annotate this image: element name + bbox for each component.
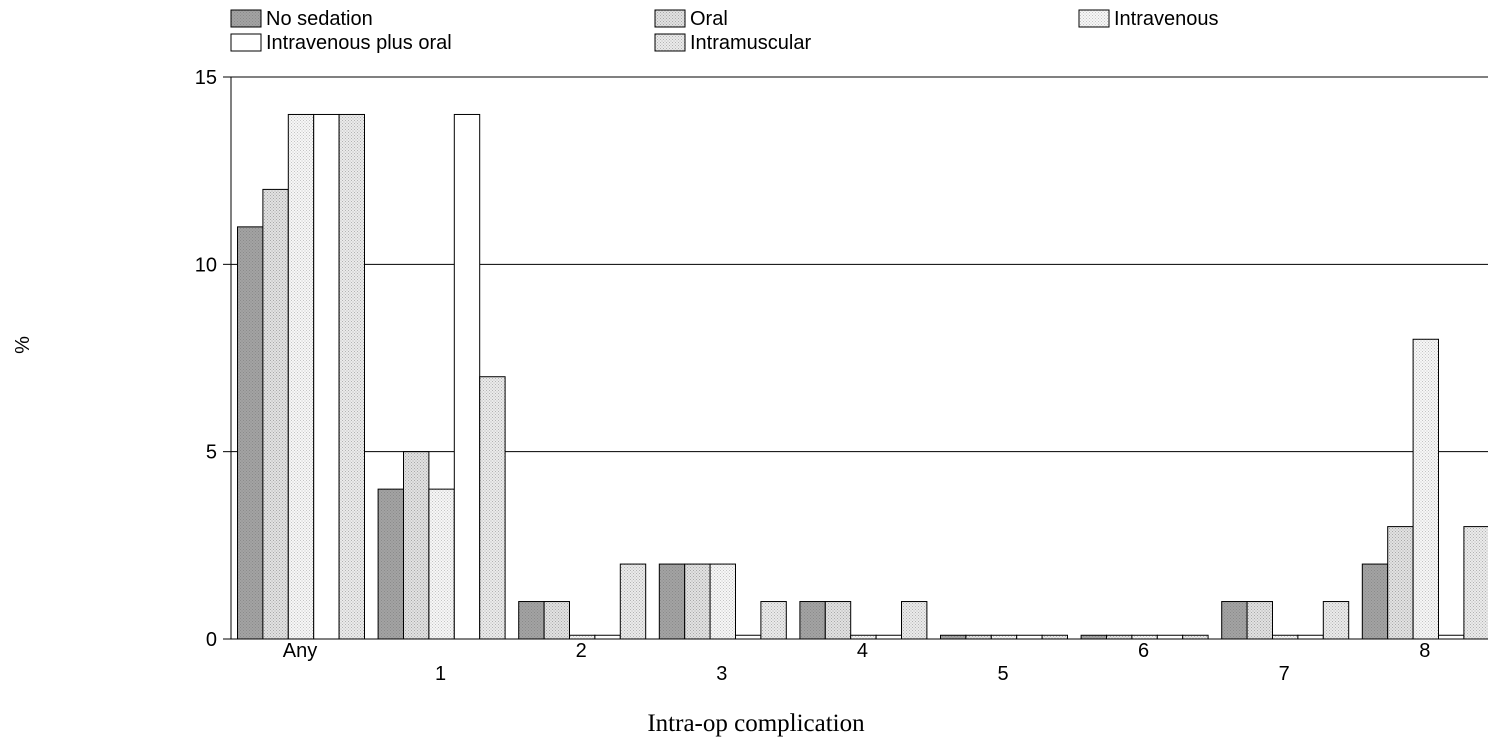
bar-intramuscular-4 — [902, 602, 927, 639]
bar-oral-7 — [1247, 602, 1272, 639]
y-axis-label: % — [12, 336, 34, 354]
bar-no-sedation-6 — [1081, 635, 1106, 639]
bar-no-sedation-1 — [378, 489, 403, 639]
bar-oral-2 — [544, 602, 569, 639]
bar-intravenous-any — [288, 114, 313, 639]
x-tick-label: 2 — [576, 640, 587, 662]
bar-intravenous-3 — [710, 564, 735, 639]
bar-oral-1 — [404, 452, 429, 639]
y-tick-label: 15 — [195, 67, 217, 89]
legend-swatch — [655, 34, 685, 51]
bar-intravenous-plus-oral-8 — [1439, 635, 1464, 639]
bar-intravenous-plus-oral-2 — [595, 635, 620, 639]
bar-intramuscular-1 — [480, 377, 505, 639]
bar-intravenous-8 — [1413, 339, 1438, 639]
bar-intravenous-6 — [1132, 635, 1157, 639]
x-tick-label: 3 — [716, 663, 727, 685]
y-tick-label: 0 — [206, 629, 217, 651]
bar-no-sedation-2 — [519, 602, 544, 639]
y-tick-label: 10 — [195, 254, 217, 276]
bar-intramuscular-5 — [1042, 635, 1067, 639]
bar-oral-4 — [825, 602, 850, 639]
legend-label: Intravenous — [1114, 8, 1219, 30]
y-tick-label: 5 — [206, 442, 217, 464]
bar-no-sedation-8 — [1362, 564, 1387, 639]
bar-oral-5 — [966, 635, 991, 639]
legend-label: Intramuscular — [690, 32, 811, 54]
bar-no-sedation-any — [238, 227, 263, 639]
x-tick-labels: Any 1 2 3 4 5 6 7 8 — [283, 640, 1431, 685]
legend-label: Oral — [690, 8, 728, 30]
bar-intramuscular-2 — [620, 564, 645, 639]
bar-no-sedation-7 — [1222, 602, 1247, 639]
x-tick-label: 4 — [857, 640, 868, 662]
bar-oral-3 — [685, 564, 710, 639]
x-tick-label: 5 — [997, 663, 1008, 685]
legend-label: Intravenous plus oral — [266, 32, 452, 54]
x-tick-label: 7 — [1279, 663, 1290, 685]
y-tick-labels: 0 5 10 15 — [195, 67, 217, 651]
legend-item: No sedation — [231, 8, 373, 30]
bar-intravenous-5 — [991, 635, 1016, 639]
legend-swatch — [231, 10, 261, 27]
x-tick-label: 6 — [1138, 640, 1149, 662]
bar-intravenous-plus-oral-7 — [1298, 635, 1323, 639]
legend-item: Oral — [655, 8, 728, 30]
bar-intramuscular-any — [339, 114, 364, 639]
bar-no-sedation-5 — [941, 635, 966, 639]
bar-intravenous-plus-oral-1 — [454, 114, 479, 639]
bar-oral-8 — [1388, 527, 1413, 639]
bar-intravenous-plus-oral-5 — [1017, 635, 1042, 639]
bar-oral-6 — [1107, 635, 1132, 639]
x-tick-label: Any — [283, 640, 317, 662]
legend-swatch — [655, 10, 685, 27]
bar-intramuscular-6 — [1183, 635, 1208, 639]
bar-intravenous-plus-oral-3 — [736, 635, 761, 639]
bar-intravenous-7 — [1273, 635, 1298, 639]
bar-intravenous-2 — [570, 635, 595, 639]
bar-intravenous-plus-oral-4 — [876, 635, 901, 639]
legend-item: Intramuscular — [655, 32, 811, 54]
bar-no-sedation-4 — [800, 602, 825, 639]
legend-swatch — [1079, 10, 1109, 27]
bar-intravenous-4 — [851, 635, 876, 639]
bar-oral-any — [263, 189, 288, 639]
legend-item: Intravenous — [1079, 8, 1219, 30]
legend-swatch — [231, 34, 261, 51]
bar-intravenous-plus-oral-any — [314, 114, 339, 639]
legend-item: Intravenous plus oral — [231, 32, 452, 54]
bar-intravenous-1 — [429, 489, 454, 639]
x-tick-label: 8 — [1419, 640, 1430, 662]
legend: No sedation Oral Intravenous Intravenous pl… — [231, 8, 1219, 54]
x-tick-label: 1 — [435, 663, 446, 685]
bar-no-sedation-3 — [659, 564, 684, 639]
legend-label: No sedation — [266, 8, 373, 30]
bar-intravenous-plus-oral-6 — [1157, 635, 1182, 639]
x-axis-label: Intra-op complication — [647, 710, 865, 737]
bar-intramuscular-7 — [1323, 602, 1348, 639]
bar-intramuscular-8 — [1464, 527, 1488, 639]
bars — [238, 114, 1488, 639]
bar-intramuscular-3 — [761, 602, 786, 639]
